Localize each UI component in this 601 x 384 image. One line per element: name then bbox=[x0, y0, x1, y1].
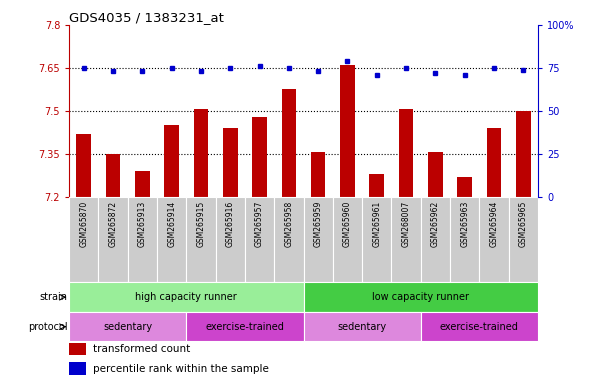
FancyBboxPatch shape bbox=[274, 197, 304, 283]
Text: GSM265957: GSM265957 bbox=[255, 201, 264, 247]
Bar bbox=[370, 174, 384, 197]
FancyBboxPatch shape bbox=[216, 197, 245, 283]
Bar bbox=[106, 154, 120, 197]
Text: sedentary: sedentary bbox=[338, 322, 386, 332]
FancyBboxPatch shape bbox=[450, 197, 480, 283]
Text: GSM265960: GSM265960 bbox=[343, 201, 352, 247]
Text: GSM265963: GSM265963 bbox=[460, 201, 469, 247]
Bar bbox=[164, 125, 179, 197]
FancyBboxPatch shape bbox=[480, 197, 508, 283]
Bar bbox=[252, 116, 267, 197]
FancyBboxPatch shape bbox=[186, 312, 304, 341]
FancyBboxPatch shape bbox=[304, 283, 538, 312]
Text: GDS4035 / 1383231_at: GDS4035 / 1383231_at bbox=[69, 11, 224, 24]
Text: GSM268007: GSM268007 bbox=[401, 201, 410, 247]
Bar bbox=[281, 89, 296, 197]
Bar bbox=[223, 128, 237, 197]
Text: exercise-trained: exercise-trained bbox=[440, 322, 519, 332]
FancyBboxPatch shape bbox=[69, 312, 186, 341]
Bar bbox=[428, 152, 443, 197]
Text: GSM265959: GSM265959 bbox=[314, 201, 323, 247]
Text: high capacity runner: high capacity runner bbox=[135, 292, 237, 302]
Text: GSM265965: GSM265965 bbox=[519, 201, 528, 247]
FancyBboxPatch shape bbox=[362, 197, 391, 283]
Text: GSM265916: GSM265916 bbox=[226, 201, 235, 247]
Text: GSM265913: GSM265913 bbox=[138, 201, 147, 247]
FancyBboxPatch shape bbox=[69, 197, 99, 283]
Text: GSM265962: GSM265962 bbox=[431, 201, 440, 247]
FancyBboxPatch shape bbox=[128, 197, 157, 283]
Bar bbox=[516, 111, 531, 197]
FancyBboxPatch shape bbox=[391, 197, 421, 283]
FancyBboxPatch shape bbox=[421, 312, 538, 341]
Text: GSM265961: GSM265961 bbox=[372, 201, 381, 247]
Text: GSM265872: GSM265872 bbox=[109, 201, 118, 247]
Text: GSM265914: GSM265914 bbox=[167, 201, 176, 247]
Text: protocol: protocol bbox=[28, 322, 68, 332]
FancyBboxPatch shape bbox=[69, 283, 304, 312]
Text: low capacity runner: low capacity runner bbox=[372, 292, 469, 302]
Text: GSM265915: GSM265915 bbox=[197, 201, 206, 247]
Bar bbox=[69, 343, 85, 356]
FancyBboxPatch shape bbox=[245, 197, 274, 283]
Bar bbox=[487, 128, 501, 197]
Bar bbox=[340, 65, 355, 197]
FancyBboxPatch shape bbox=[508, 197, 538, 283]
Text: GSM265964: GSM265964 bbox=[489, 201, 498, 247]
FancyBboxPatch shape bbox=[333, 197, 362, 283]
Text: percentile rank within the sample: percentile rank within the sample bbox=[93, 364, 269, 374]
Bar bbox=[398, 109, 413, 197]
Text: sedentary: sedentary bbox=[103, 322, 152, 332]
FancyBboxPatch shape bbox=[304, 197, 333, 283]
Text: GSM265870: GSM265870 bbox=[79, 201, 88, 247]
FancyBboxPatch shape bbox=[304, 312, 421, 341]
Text: strain: strain bbox=[40, 292, 68, 302]
Bar bbox=[69, 362, 85, 374]
FancyBboxPatch shape bbox=[99, 197, 128, 283]
FancyBboxPatch shape bbox=[186, 197, 216, 283]
Bar bbox=[457, 177, 472, 197]
Text: GSM265958: GSM265958 bbox=[284, 201, 293, 247]
Bar bbox=[194, 109, 209, 197]
FancyBboxPatch shape bbox=[157, 197, 186, 283]
Bar bbox=[76, 134, 91, 197]
Text: exercise-trained: exercise-trained bbox=[206, 322, 284, 332]
Bar bbox=[135, 171, 150, 197]
FancyBboxPatch shape bbox=[421, 197, 450, 283]
Text: transformed count: transformed count bbox=[93, 344, 190, 354]
Bar bbox=[311, 152, 326, 197]
